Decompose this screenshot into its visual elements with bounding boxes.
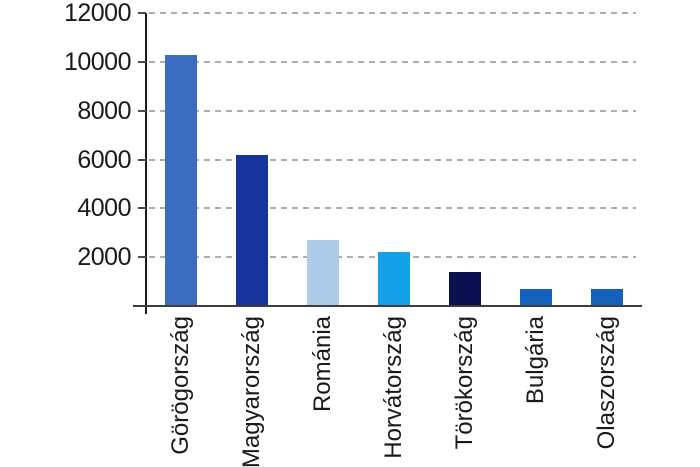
bar [377,252,410,306]
bar [519,288,552,306]
bar [164,54,197,306]
gridline [149,158,636,161]
y-tick-label: 8000 [77,96,131,125]
y-axis-line [145,13,147,314]
gridline [149,207,636,210]
bar [590,288,623,306]
y-tick-label: 2000 [77,243,131,272]
y-axis-tick [138,158,146,161]
x-tick-label: Olaszország [592,316,620,450]
y-axis-tick [138,109,146,112]
y-axis-tick [138,12,146,14]
x-tick-label: Törökország [450,316,478,450]
y-tick-label: 10000 [63,47,132,76]
x-tick-label: Magyarország [237,316,265,467]
y-tick-label: 6000 [77,145,131,174]
bar [448,271,481,306]
gridline [149,12,636,14]
x-tick-label: Horvátország [379,316,407,459]
y-tick-label: 4000 [77,194,131,223]
y-axis-tick [138,207,146,210]
y-axis-tick [138,256,146,259]
x-axis-line [133,305,642,307]
x-tick-label: Görögország [166,316,194,455]
plot-area [145,12,642,306]
bar [235,154,268,306]
gridline [149,60,636,63]
y-axis-tick [138,60,146,63]
x-tick-label: Bulgária [521,316,549,405]
y-tick-label: 12000 [63,0,132,27]
x-tick-label: Románia [308,316,336,413]
gridline [149,109,636,112]
bar [306,240,339,306]
